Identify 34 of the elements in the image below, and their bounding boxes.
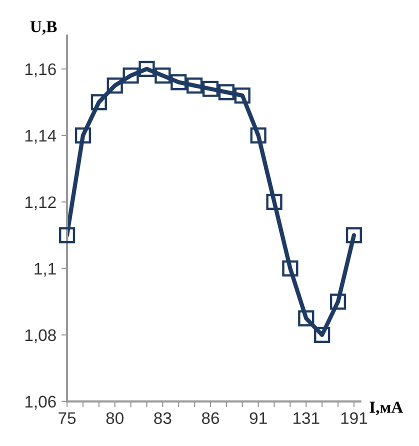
point: [74, 127, 92, 144]
point: [250, 127, 266, 144]
point: [138, 60, 155, 77]
point: [106, 77, 123, 94]
point: [58, 227, 76, 244]
point: [346, 227, 362, 244]
y-tick-label: 1,1: [34, 262, 56, 277]
point: [314, 326, 330, 343]
point: [266, 194, 282, 210]
x-tick-label: 75: [58, 412, 76, 424]
y-tick-label: 1,12: [25, 196, 56, 210]
point: [90, 94, 107, 110]
point: [330, 294, 346, 310]
y-tick-label: 1,16: [25, 63, 56, 78]
point: [218, 84, 234, 100]
point: [186, 77, 203, 94]
point: [170, 74, 187, 90]
y-tick-label: 1,06: [25, 396, 56, 410]
point: [122, 68, 139, 84]
x-axis-title: I,мА: [370, 402, 404, 416]
x-tick-label: 191: [341, 412, 368, 424]
point: [202, 80, 219, 97]
point: [154, 68, 171, 84]
x-tick-label: 91: [250, 412, 267, 424]
point: [298, 310, 314, 326]
x-tick-label: 86: [202, 412, 220, 424]
x-tick-label: 83: [154, 412, 172, 424]
x-tick-label: 131: [294, 412, 320, 424]
y-axis-title: U,В: [30, 21, 57, 35]
point: [234, 87, 250, 104]
point: [282, 260, 298, 276]
y-tick-label: 1,14: [25, 130, 56, 144]
y-tick-label: 1,08: [25, 329, 56, 344]
x-tick-label: 80: [106, 412, 124, 424]
